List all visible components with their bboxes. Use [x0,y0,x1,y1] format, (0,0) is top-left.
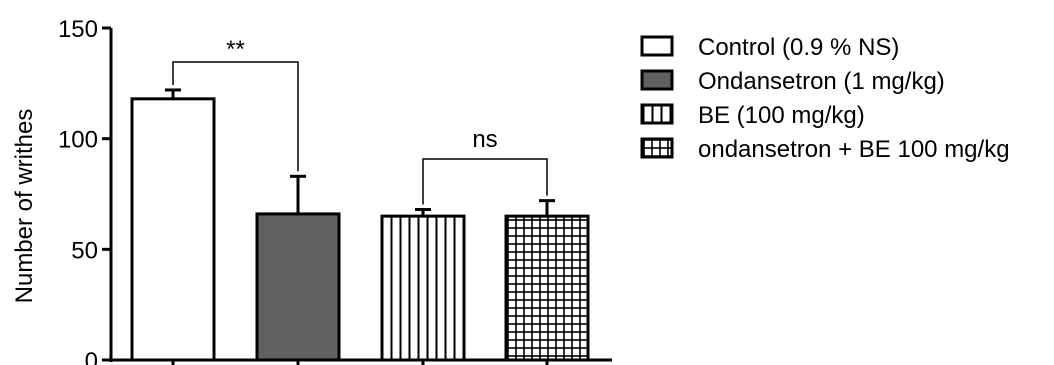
legend-swatch [640,103,674,125]
significance-annotations: ** ns [172,36,548,205]
legend-label: BE (100 mg/kg) [698,102,865,129]
bar [504,214,590,362]
significance-bracket [172,61,299,172]
error-bars [165,88,555,217]
significance-label: ns [472,126,497,153]
y-tick-label: 100 [58,127,98,154]
y-axis: 0 50 100 150 [58,16,113,365]
legend-label: Ondansetron (1 mg/kg) [698,68,945,95]
bar [380,214,466,362]
y-tick-label: 50 [71,237,98,264]
bar [130,97,216,362]
y-tick-label: 150 [58,16,98,43]
bars [130,97,590,362]
y-tick-label: 0 [85,348,98,365]
significance-label: ** [226,36,245,63]
legend-swatch [640,69,674,91]
legend-label: ondansetron + BE 100 mg/kg [698,136,1010,163]
legend-label: Control (0.9 % NS) [698,34,899,61]
y-axis-title: Number of writhes [11,109,38,304]
legend-swatch [640,137,674,159]
significance-bracket [422,158,548,205]
bar [255,212,341,362]
legend: Control (0.9 % NS) Ondansetron (1 mg/kg) B… [640,34,1010,163]
legend-swatch [640,35,674,57]
